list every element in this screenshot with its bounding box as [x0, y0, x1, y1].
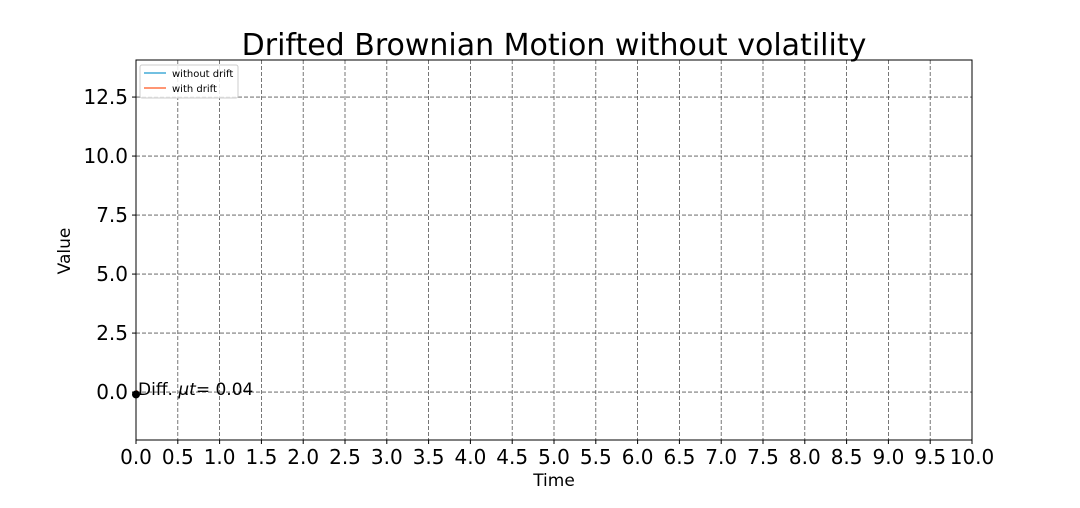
x-tick-label: 5.0: [538, 445, 570, 469]
x-tick-label: 8.0: [789, 445, 821, 469]
x-tick-label: 4.5: [496, 445, 528, 469]
x-tick-label: 3.0: [371, 445, 403, 469]
x-tick-label: 2.0: [287, 445, 319, 469]
y-tick-label: 0.0: [96, 380, 128, 404]
x-tick-label: 6.0: [622, 445, 654, 469]
x-tick-label: 10.0: [950, 445, 995, 469]
legend-label-without-drift: without drift: [172, 69, 233, 80]
annotation-math: μt: [177, 380, 197, 400]
ticks: 0.0 0.5 1.0 1.5 2.0 2.5 3.0 3.5 4.0 4.5 5.0 5.5 6.0 6…: [83, 85, 994, 469]
y-tick-label: 5.0: [96, 262, 128, 286]
x-axis-label: Time: [532, 471, 575, 491]
annotation-suffix: = 0.04: [196, 380, 254, 400]
x-tick-label: 0.0: [120, 445, 152, 469]
annotation-prefix: Diff.: [138, 380, 178, 400]
x-tick-label: 7.5: [747, 445, 779, 469]
x-tick-label: 3.5: [413, 445, 445, 469]
y-tick-label: 10.0: [83, 144, 128, 168]
x-tick-label: 1.0: [204, 445, 236, 469]
x-tick-label: 9.5: [914, 445, 946, 469]
x-tick-label: 1.5: [245, 445, 277, 469]
x-tick-label: 5.5: [580, 445, 612, 469]
y-tick-label: 12.5: [83, 85, 128, 109]
y-tick-label: 2.5: [96, 321, 128, 345]
y-axis-label: Value: [55, 228, 75, 275]
x-tick-label: 2.5: [329, 445, 361, 469]
chart-title: Drifted Brownian Motion without volatili…: [242, 28, 867, 63]
legend: without drift with drift: [139, 64, 239, 99]
legend-label-with-drift: with drift: [172, 84, 217, 95]
diff-annotation: Diff. μt= 0.04: [138, 380, 253, 400]
x-tick-label: 9.0: [872, 445, 904, 469]
plot-frame: [135, 59, 973, 441]
x-tick-label: 7.0: [705, 445, 737, 469]
x-tick-label: 6.5: [663, 445, 695, 469]
x-tick-label: 4.0: [454, 445, 486, 469]
y-tick-label: 7.5: [96, 203, 128, 227]
x-tick-label: 0.5: [162, 445, 194, 469]
grid: [135, 60, 973, 440]
x-tick-label: 8.5: [831, 445, 863, 469]
